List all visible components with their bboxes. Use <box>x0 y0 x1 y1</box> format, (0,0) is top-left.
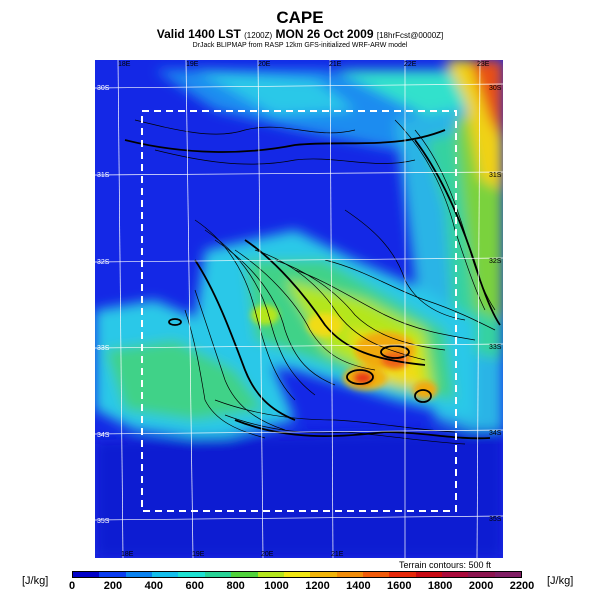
color-swatch <box>442 572 469 577</box>
lat-label-right: 30S <box>489 85 502 92</box>
color-swatch <box>283 572 311 577</box>
scale-tick-label: 1600 <box>387 580 412 592</box>
color-swatch <box>231 572 258 577</box>
lon-label-top: 18E <box>118 61 131 68</box>
color-scale-bar <box>72 571 522 578</box>
lat-label-left: 33S <box>97 345 110 352</box>
lon-label-top: 23E <box>477 61 490 68</box>
lon-label-top: 21E <box>329 61 342 68</box>
cape-field: 18E 19E 20E 21E 22E 23E 18E 19E 20E 21E … <box>95 60 503 558</box>
lat-label-left: 35S <box>97 518 110 525</box>
scale-tick-label: 800 <box>226 580 245 592</box>
color-swatch <box>468 572 495 577</box>
color-swatch <box>389 572 416 577</box>
cape-map: 18E 19E 20E 21E 22E 23E 18E 19E 20E 21E … <box>95 60 503 558</box>
map-title: CAPE <box>276 8 324 27</box>
lat-label-right: 33S <box>489 344 502 351</box>
color-swatch <box>73 572 100 577</box>
color-swatch <box>99 572 126 577</box>
lon-label-top: 19E <box>186 61 199 68</box>
lat-label-left: 34S <box>97 432 110 439</box>
lon-label-bottom: 18E <box>121 551 134 558</box>
lon-label-bottom: 21E <box>331 551 344 558</box>
lat-label-left: 32S <box>97 259 110 266</box>
lon-label-bottom: 19E <box>192 551 205 558</box>
valid-date: MON 26 Oct 2009 <box>275 27 374 41</box>
scale-tick-label: 0 <box>68 580 76 592</box>
scale-tick-label: 600 <box>185 580 204 592</box>
lon-label-top: 20E <box>258 61 271 68</box>
lat-label-right: 31S <box>489 172 502 179</box>
color-swatch <box>152 572 179 577</box>
unit-label-right: [J/kg] <box>547 575 574 587</box>
valid-label: Valid 1400 LST <box>156 27 241 41</box>
color-swatch <box>257 572 284 577</box>
lon-label-bottom: 20E <box>261 551 274 558</box>
scale-tick-label: 2200 <box>509 580 535 592</box>
lat-label-left: 31S <box>97 172 110 179</box>
color-swatch <box>494 572 522 577</box>
terrain-contour-note: Terrain contours: 500 ft <box>399 560 492 570</box>
lat-label-right: 32S <box>489 258 502 265</box>
lat-label-right: 34S <box>489 430 502 437</box>
lon-label-top: 22E <box>404 61 417 68</box>
scale-tick-label: 1200 <box>305 580 330 592</box>
utc-code: (1200Z) <box>244 31 273 40</box>
color-swatch <box>362 572 390 577</box>
forecast-code: [18hrFcst@0000Z] <box>376 31 444 40</box>
scale-tick-label: 400 <box>144 580 163 592</box>
color-swatch <box>125 572 153 577</box>
color-swatch <box>204 572 232 577</box>
color-swatch <box>415 572 443 577</box>
color-swatch <box>178 572 205 577</box>
color-swatch <box>310 572 337 577</box>
unit-label-left: [J/kg] <box>22 575 49 587</box>
scale-tick-label: 1800 <box>427 580 453 592</box>
scale-tick-label: 2000 <box>468 580 494 592</box>
color-scale-ticks: 0 200 400 600 800 1000 1200 1400 1600 1800 2000 220… <box>68 580 534 594</box>
valid-time: Valid 1400 LST (1200Z) MON 26 Oct 2009 [… <box>0 27 600 41</box>
scale-tick-label: 200 <box>103 580 123 592</box>
scale-tick-label: 1400 <box>346 580 371 592</box>
credit-line: DrJack BLIPMAP from RASP 12km GFS-initia… <box>192 42 408 49</box>
scale-tick-label: 1000 <box>264 580 289 592</box>
lat-label-left: 30S <box>97 85 110 92</box>
color-swatch <box>336 572 363 577</box>
lat-label-right: 35S <box>489 516 502 523</box>
inner-domain-box <box>141 110 457 512</box>
